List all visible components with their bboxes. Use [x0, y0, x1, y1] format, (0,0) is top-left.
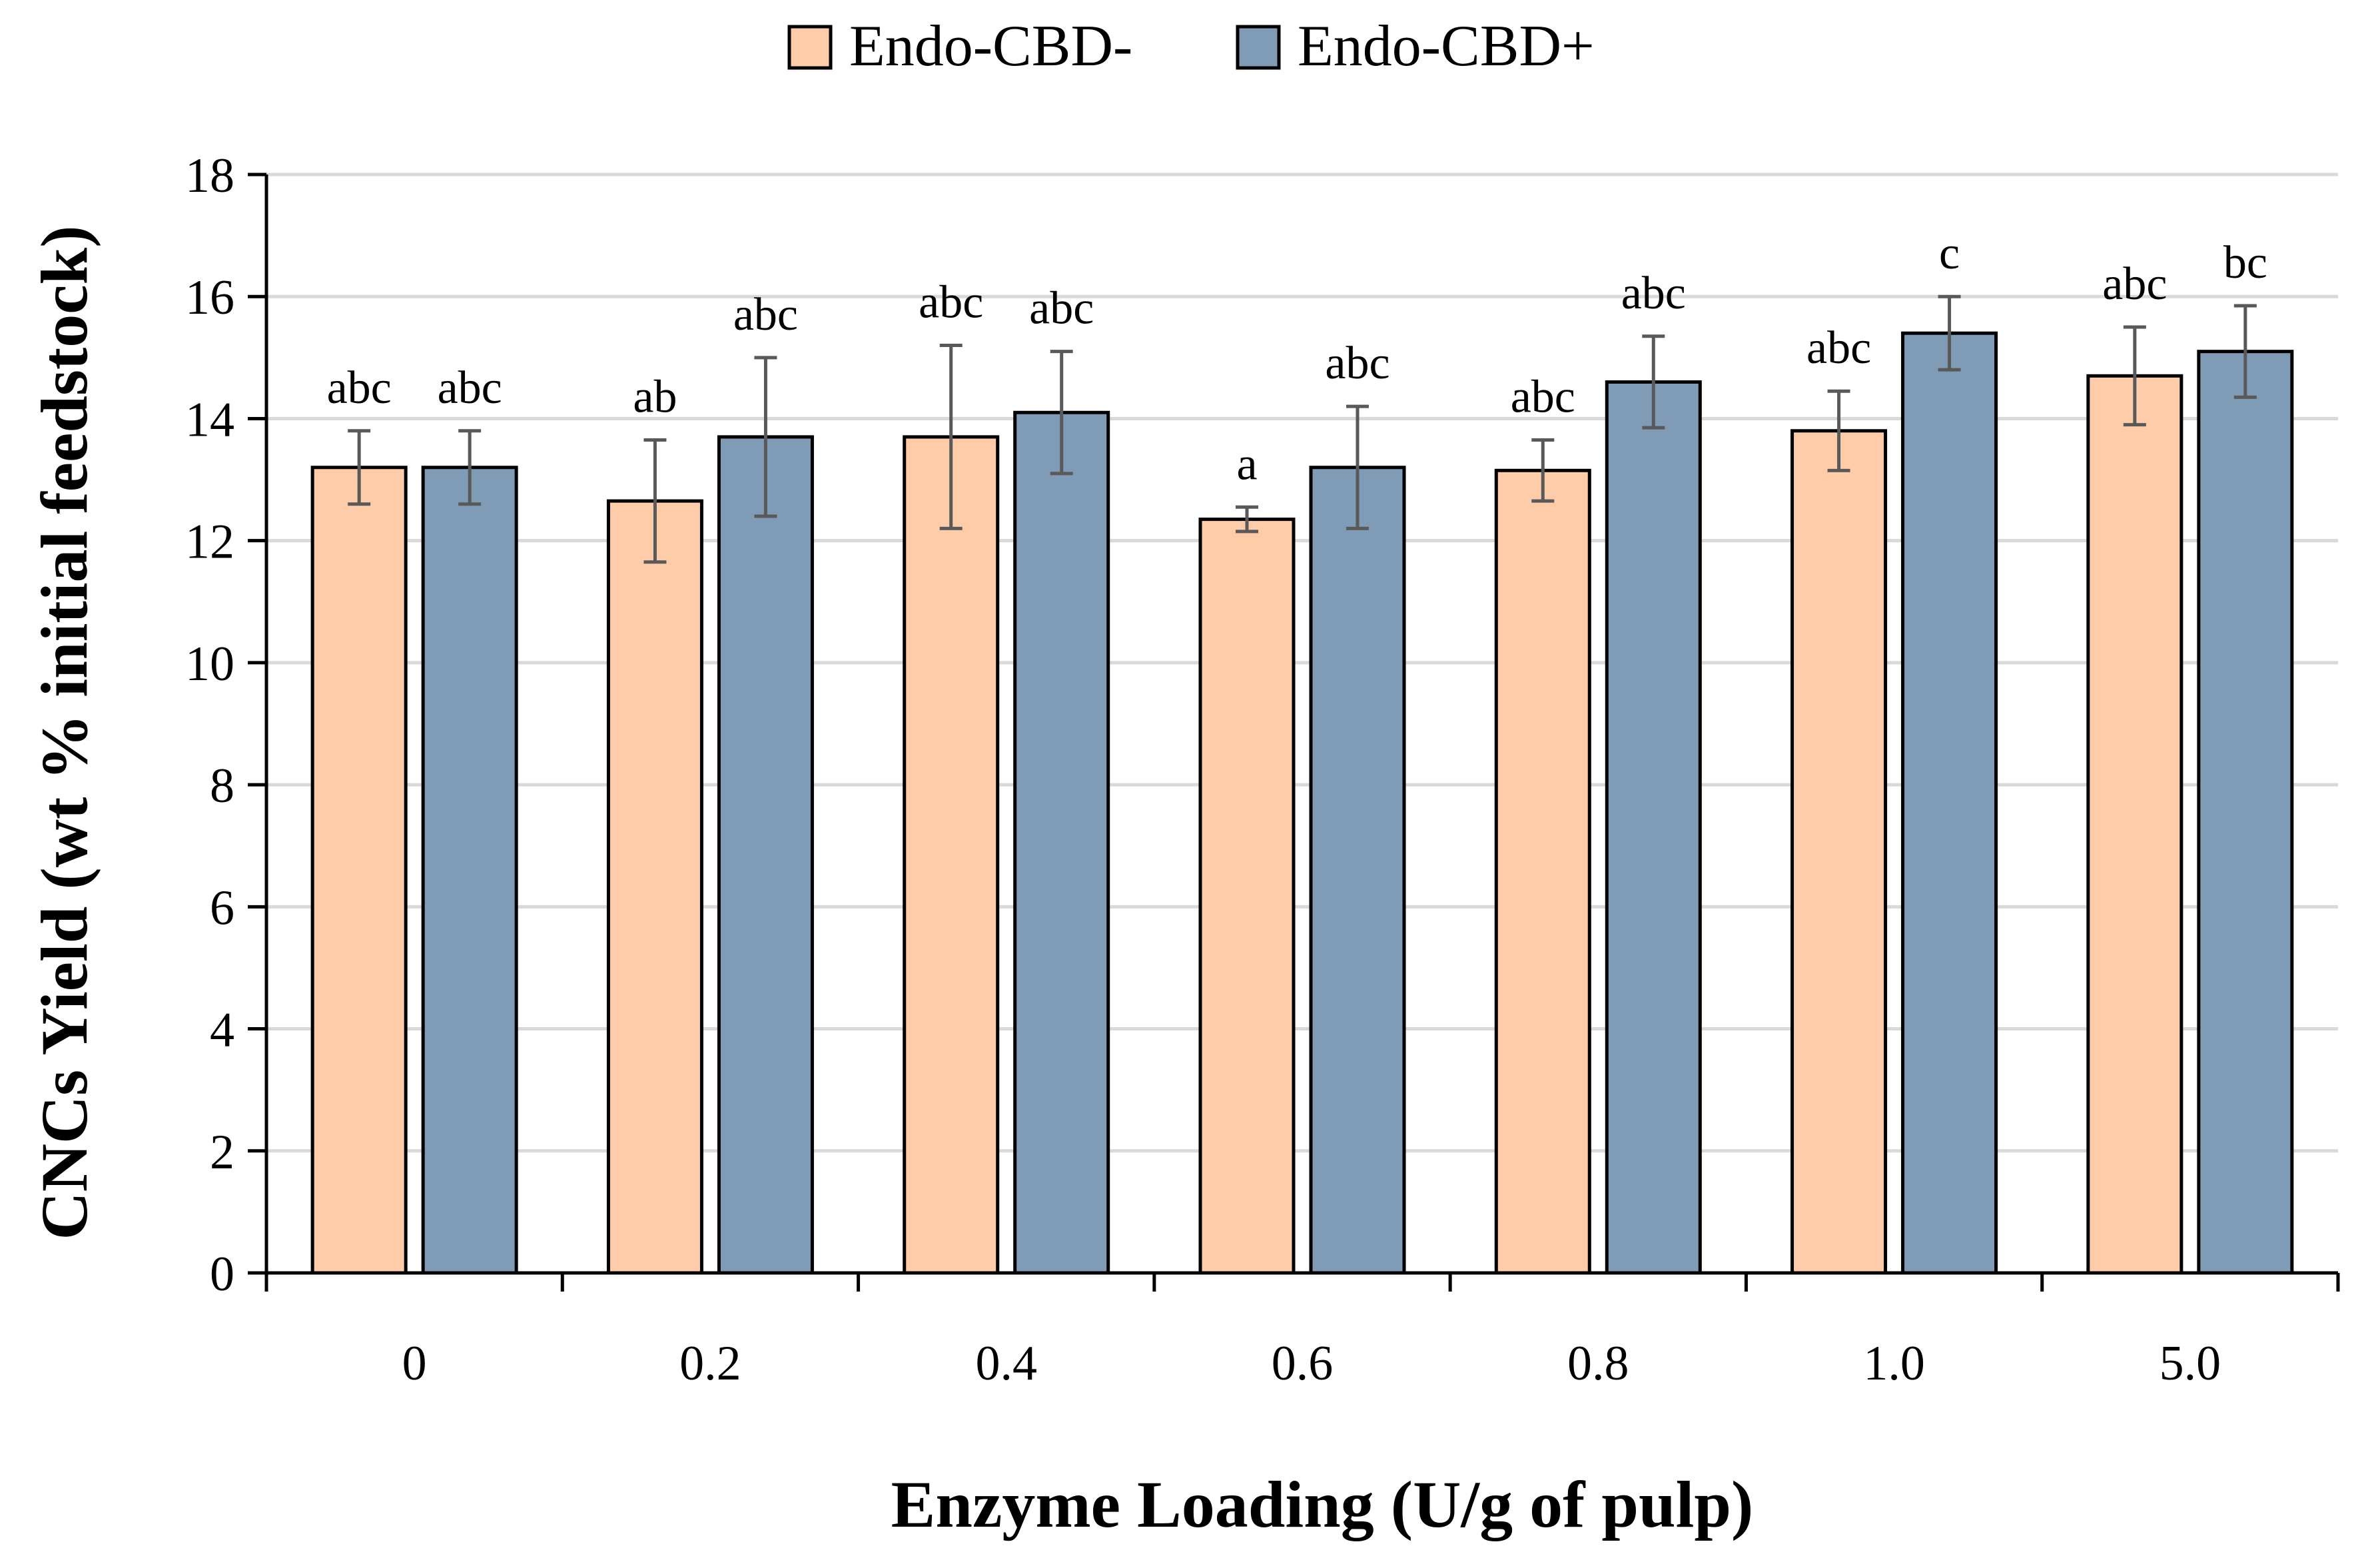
x-tick-label: 0.8 [1567, 1336, 1629, 1391]
y-tick-label: 2 [210, 1125, 234, 1180]
x-tick-label: 1.0 [1863, 1336, 1925, 1391]
x-tick-label: 0.6 [1272, 1336, 1334, 1391]
x-axis-ticks: 0 0.2 0.4 0.6 0.8 1.0 5.0 [264, 1273, 2340, 1391]
x-axis-title: Enzyme Loading (U/g of pulp) [891, 1467, 1754, 1541]
x-tick-label: 0 [402, 1336, 427, 1391]
significance-label: abc [1621, 268, 1686, 319]
significance-label: abc [2102, 258, 2167, 310]
bar-endo-cbd-minus [310, 466, 408, 1275]
legend: Endo-CBD- Endo-CBD+ [787, 14, 1595, 79]
legend-label: Endo-CBD+ [1298, 14, 1595, 79]
significance-label: a [1236, 438, 1257, 490]
y-tick-label: 0 [210, 1247, 234, 1302]
legend-swatch-endo-cbd-minus [787, 25, 833, 70]
y-tick-label: 16 [185, 270, 234, 325]
y-axis-title: CNCs Yield (wt % initial feedstock) [27, 226, 101, 1240]
x-tick-label: 0.4 [975, 1336, 1037, 1391]
significance-label: abc [919, 277, 983, 328]
bar-endo-cbd-plus [717, 435, 814, 1275]
y-tick-label: 14 [185, 392, 234, 447]
x-tick-label: 0.2 [679, 1336, 741, 1391]
bar-endo-cbd-minus [2086, 374, 2183, 1275]
significance-label: abc [327, 362, 392, 414]
error-bars [348, 294, 2257, 564]
significance-label: abc [1806, 322, 1871, 374]
bar-endo-cbd-plus [1605, 380, 1702, 1275]
bar-endo-cbd-minus [1198, 518, 1296, 1275]
y-axis-ticks: 0 2 4 6 8 10 12 14 16 18 [185, 149, 266, 1302]
legend-label: Endo-CBD- [849, 14, 1132, 79]
significance-label: c [1939, 228, 1960, 279]
y-tick-label: 12 [185, 515, 234, 570]
legend-swatch-endo-cbd-plus [1236, 25, 1281, 70]
bar-endo-cbd-minus [606, 499, 703, 1275]
y-tick-label: 8 [210, 759, 234, 813]
significance-label: abc [733, 289, 798, 340]
bar-endo-cbd-plus [2197, 350, 2294, 1275]
significance-label: abc [1511, 372, 1575, 423]
bar-endo-cbd-minus [903, 435, 1000, 1275]
y-tick-label: 6 [210, 881, 234, 935]
bar-endo-cbd-plus [421, 466, 518, 1275]
y-tick-label: 10 [185, 637, 234, 691]
significance-label: abc [438, 362, 502, 414]
bar-endo-cbd-plus [1309, 466, 1406, 1275]
significance-label: abc [1029, 283, 1094, 334]
axes [264, 175, 2338, 1275]
bars [310, 331, 2294, 1275]
bar-endo-cbd-plus [1901, 331, 1998, 1275]
bar-endo-cbd-plus [1013, 410, 1110, 1275]
y-tick-label: 4 [210, 1003, 234, 1058]
bar-endo-cbd-minus [1790, 429, 1888, 1275]
significance-label: bc [2223, 237, 2267, 288]
x-tick-label: 5.0 [2160, 1336, 2221, 1391]
gridlines [266, 173, 2338, 1153]
significance-label: abc [1325, 338, 1389, 389]
significance-label: ab [633, 372, 677, 423]
bar-endo-cbd-minus [1494, 468, 1591, 1275]
y-tick-label: 18 [185, 149, 234, 203]
